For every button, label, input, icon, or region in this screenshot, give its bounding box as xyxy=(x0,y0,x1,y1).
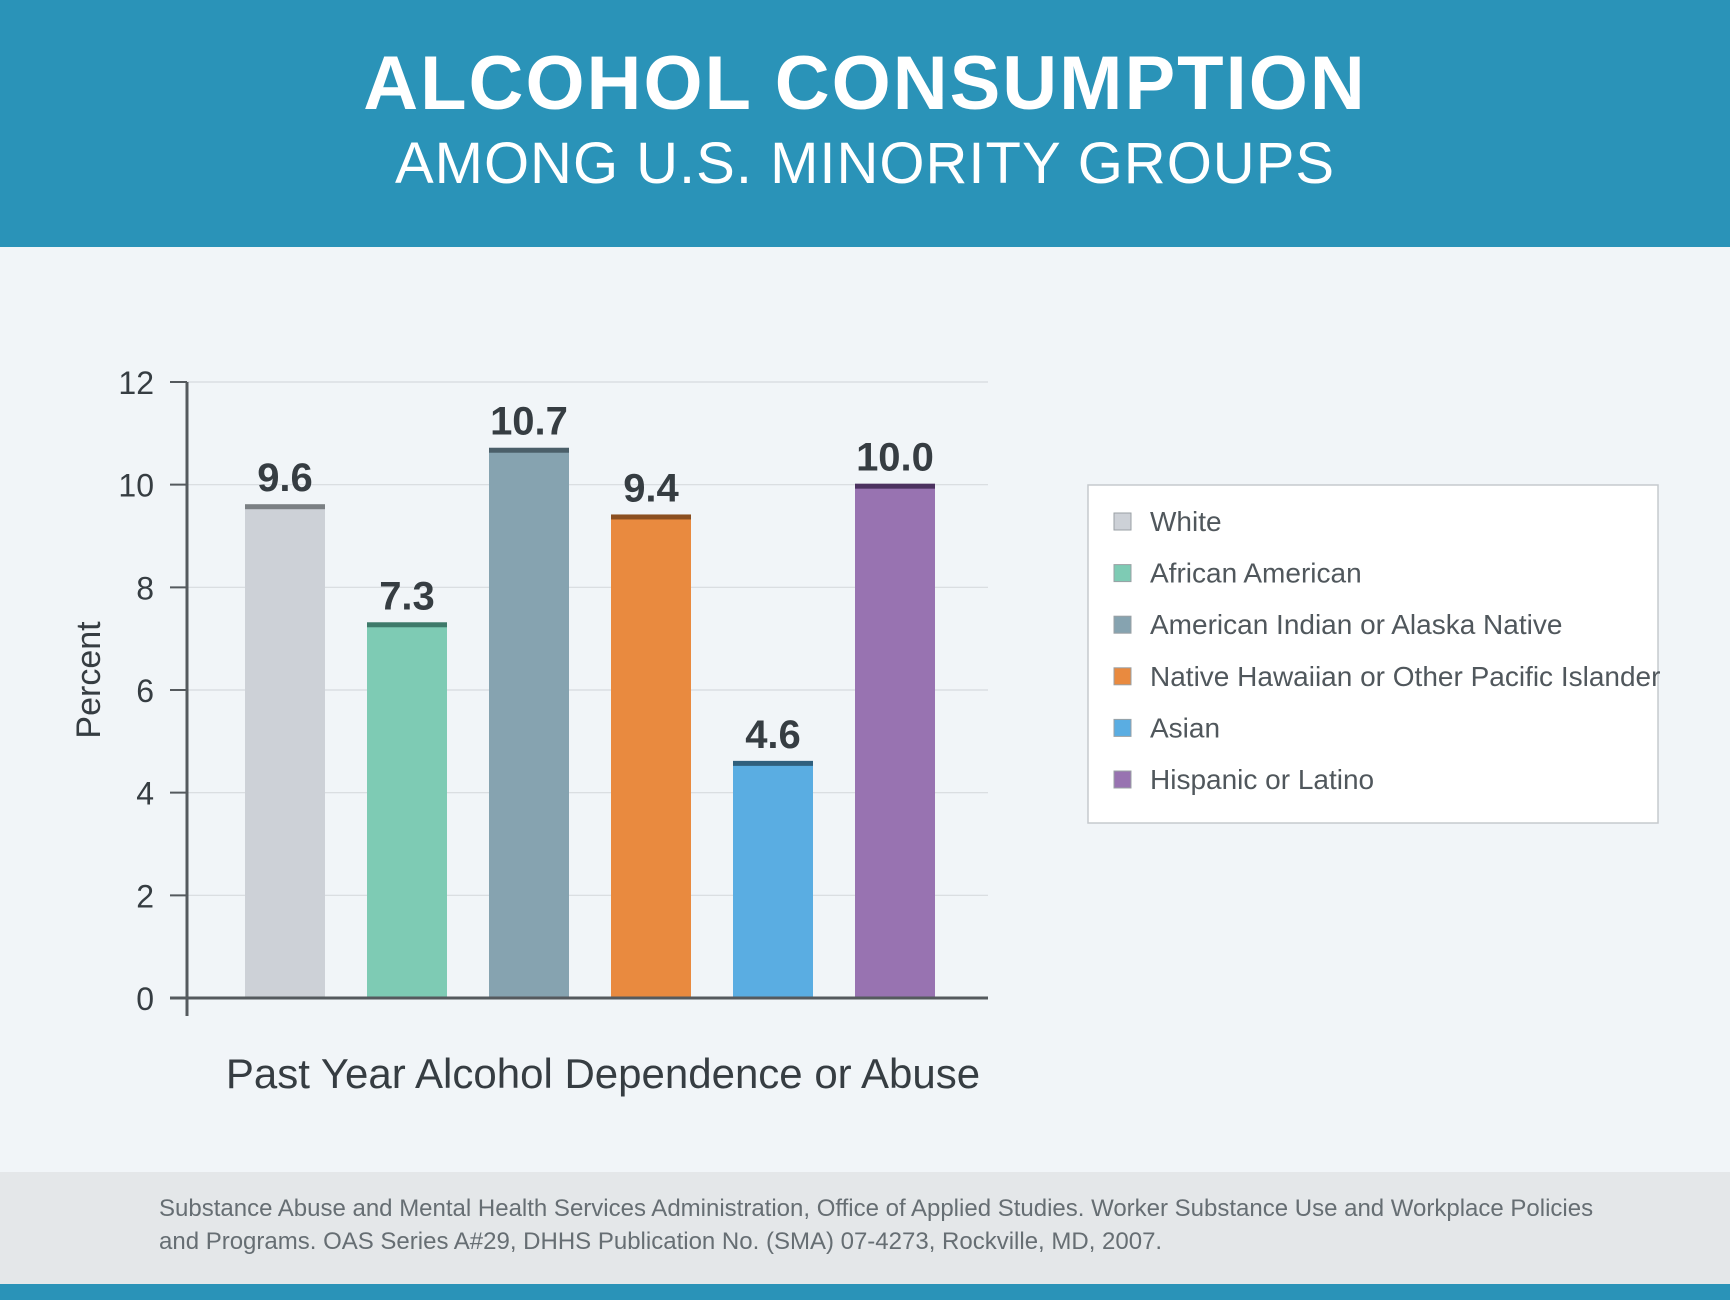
data-label: 4.6 xyxy=(745,713,801,757)
legend-swatch xyxy=(1113,770,1132,789)
legend-swatch xyxy=(1113,512,1132,531)
y-tick-label: 0 xyxy=(136,981,154,1017)
legend-swatch xyxy=(1113,615,1132,634)
value-labels: 9.6 7.3 10.7 9.4 4.6 10.0 xyxy=(257,400,934,757)
bottom-bar xyxy=(0,1284,1730,1300)
data-label: 10.0 xyxy=(856,436,934,480)
bar xyxy=(489,448,569,998)
bar xyxy=(367,623,447,998)
legend-label: White xyxy=(1150,506,1222,537)
y-tick-label: 12 xyxy=(118,365,154,401)
bar xyxy=(855,484,935,998)
bar-cap xyxy=(367,622,447,628)
page-title: ALCOHOL CONSUMPTION xyxy=(363,41,1367,126)
page-subtitle: AMONG U.S. MINORITY GROUPS xyxy=(394,131,1336,196)
data-label: 10.7 xyxy=(490,400,568,444)
data-label: 9.6 xyxy=(257,456,313,500)
legend-swatch xyxy=(1113,718,1132,737)
bar-cap xyxy=(611,514,691,520)
legend: White African American American Indian or … xyxy=(1087,484,1660,824)
y-axis-label: Percent xyxy=(70,621,108,739)
header-banner: ALCOHOL CONSUMPTION AMONG U.S. MINORITY … xyxy=(0,0,1730,247)
y-tick-label: 4 xyxy=(136,776,154,812)
bar xyxy=(611,515,691,998)
bar-cap xyxy=(855,483,935,489)
footer: Substance Abuse and Mental Health Servic… xyxy=(0,1172,1730,1284)
y-axis-ticks: 0 2 4 6 8 10 12 xyxy=(118,365,187,1017)
data-label: 7.3 xyxy=(379,574,435,618)
y-tick-label: 6 xyxy=(136,673,154,709)
bar xyxy=(733,761,813,998)
bar-cap xyxy=(245,504,325,510)
legend-label: African American xyxy=(1150,558,1362,589)
legend-label: Asian xyxy=(1150,712,1220,743)
legend-label: Hispanic or Latino xyxy=(1150,764,1374,795)
bar-cap xyxy=(489,447,569,453)
legend-label: American Indian or Alaska Native xyxy=(1150,609,1562,640)
x-axis-label: Past Year Alcohol Dependence or Abuse xyxy=(226,1050,980,1097)
y-tick-label: 8 xyxy=(136,570,154,606)
source-citation: Substance Abuse and Mental Health Servic… xyxy=(159,1195,1594,1255)
data-label: 9.4 xyxy=(623,466,679,510)
bar-cap xyxy=(733,760,813,766)
bar xyxy=(245,505,325,998)
legend-swatch xyxy=(1113,667,1132,686)
bars xyxy=(245,447,935,998)
bar-chart: 0 2 4 6 8 10 12 9.6 7.3 10.7 9.4 4.6 10.0 Percent P… xyxy=(70,365,1660,1097)
y-tick-label: 10 xyxy=(118,468,154,504)
y-tick-label: 2 xyxy=(136,878,154,914)
legend-box xyxy=(1087,484,1659,824)
legend-swatch xyxy=(1113,564,1132,583)
legend-label: Native Hawaiian or Other Pacific Islande… xyxy=(1150,661,1660,692)
